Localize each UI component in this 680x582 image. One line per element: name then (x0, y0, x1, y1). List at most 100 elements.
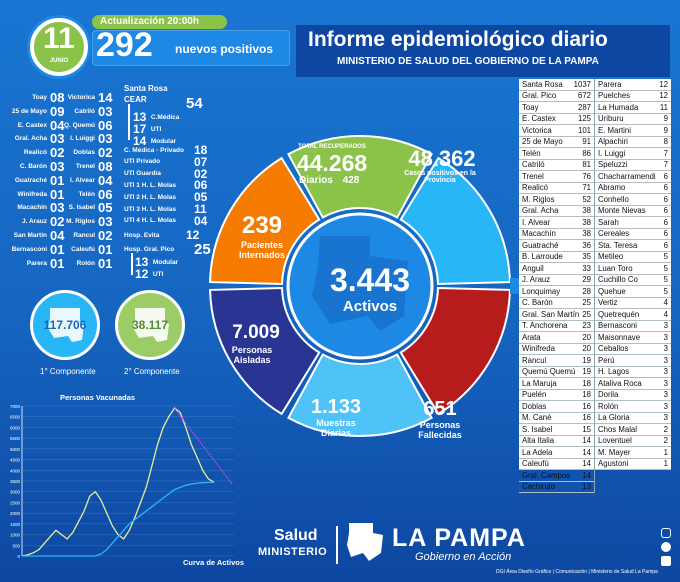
table-cell-locality: E. Castex (522, 114, 556, 124)
component-2-value: 38.117 (131, 318, 169, 332)
locality-mid-name: M. Riglos (66, 218, 95, 226)
locality-mid-name: I. Alvear (69, 176, 95, 184)
table-row: J. Arauz 29 (519, 275, 594, 286)
table-row: Conhello 6 (595, 194, 671, 206)
santa-rosa-item-value: 04 (194, 213, 208, 228)
component-1-value: 117.706 (43, 318, 87, 332)
table-row: Cachirulo 13 (519, 482, 594, 493)
locality-left-value: 09 (50, 103, 65, 119)
recovered-value: 44.268 (296, 150, 368, 176)
table-cell-locality: Telén (522, 148, 541, 158)
table-cell-count: 3 (663, 332, 668, 342)
twitter-icon[interactable] (661, 542, 671, 552)
table-cell-count: 14 (582, 447, 591, 457)
donut-chart (209, 135, 520, 437)
locality-left-row: Winifreda 01 (2, 188, 64, 201)
table-cell-count: 6 (663, 229, 668, 239)
table-cell-count: 101 (577, 125, 591, 135)
active-value: 3.443 (329, 262, 411, 298)
table-cell-locality: Rolón (598, 401, 619, 411)
page-title: Informe epidemiológico diario (308, 28, 608, 51)
table-row: Bernasconi 3 (595, 321, 671, 332)
table-cell-count: 52 (582, 194, 591, 204)
table-row: Ceballos 3 (595, 344, 671, 355)
table-cell-locality: La Adela (522, 447, 553, 457)
table-cell-count: 3 (663, 355, 668, 365)
modular-row: 14 Modular (133, 132, 176, 150)
santa-rosa-item-label: UTI 3 H. L. Molas (124, 205, 177, 213)
santa-rosa-item-value: 05 (194, 190, 208, 205)
chart-ytick-label: 500 (12, 543, 20, 548)
cmedica-label: C.Médica (150, 113, 180, 121)
chart-ytick-label: 5500 (10, 436, 21, 441)
header-date-badge (30, 18, 88, 76)
footer-salud: Salud (274, 527, 318, 544)
locality-left-value: 01 (50, 241, 65, 257)
table-cell-locality: Arata (522, 332, 541, 342)
table-row: Gral. Pico 672 (519, 91, 594, 102)
component-2-map-icon (133, 308, 169, 342)
evita-value: 12 (186, 228, 200, 242)
table-row: Winifreda 20 (519, 344, 594, 355)
table-cell-locality: Quehue (598, 286, 626, 296)
table-row: C. Barón 25 (519, 298, 594, 309)
locality-left-row: Bernasconi 01 (2, 241, 65, 257)
chart-ytick-label: 4500 (10, 458, 21, 463)
table-cell-count: 14 (582, 436, 591, 446)
locality-left-row: Realicó 02 (2, 146, 65, 159)
locality-mid-value: 01 (98, 255, 113, 271)
table-column-right: Parera 12 Puelches 12 La Humada 11 Uriburu 9 E. … (595, 79, 671, 470)
locality-mid-value: 04 (98, 172, 113, 188)
table-cell-locality: M. Cané (522, 413, 552, 423)
table-row: Rancul 19 (519, 355, 594, 367)
province-value: 48.362 (408, 146, 476, 171)
instagram-icon[interactable] (661, 528, 671, 538)
locality-mid-row: Telén 06 (52, 188, 113, 201)
table-cell-locality: T. Anchorena (522, 321, 568, 331)
component-1-map-icon (48, 308, 84, 342)
table-cell-count: 3 (663, 321, 668, 331)
santa-rosa-item: UTI 4 H. L. Molas 04 (124, 215, 207, 227)
recovered-daily-value: 428 (342, 175, 360, 186)
header-positives-label: nuevos positivos (175, 42, 274, 56)
table-row: I. Alvear 38 (519, 217, 594, 229)
header-day: 11 (43, 22, 75, 55)
table-cell-locality: Toay (522, 102, 539, 112)
evita-row: Hosp. Evita 12 (124, 229, 199, 241)
table-cell-locality: 25 de Mayo (522, 137, 563, 147)
locality-left-row: Toay 08 (2, 91, 64, 104)
santa-rosa-item-value: 11 (194, 202, 207, 216)
table-row: Arata 20 (519, 332, 594, 344)
table-cell-locality: Gral. San Martín (522, 309, 580, 319)
locality-mid-value: 14 (98, 90, 113, 105)
table-cell-count: 2 (663, 424, 668, 434)
table-cell-count: 33 (582, 263, 591, 273)
footer-ministerio: MINISTERIO (258, 546, 328, 558)
uti1-value: 17 (133, 122, 147, 136)
table-cell-locality: Doblas (522, 401, 547, 411)
cear-value: 54 (186, 95, 203, 112)
santa-rosa-item-label: UTI Guardia (124, 170, 161, 178)
table-row: Gral. Campos 14 (519, 470, 594, 482)
santa-rosa-item-value: 06 (194, 178, 208, 193)
table-row: Vertiz 4 (595, 298, 671, 309)
table-cell-locality: Luan Toro (598, 263, 633, 273)
gpico-modular-value: 13 (135, 255, 149, 269)
table-cell-count: 4 (663, 298, 668, 308)
facebook-icon[interactable] (661, 556, 671, 566)
uti1-row: 17 UTI (133, 120, 161, 138)
table-cell-locality: Dorila (598, 390, 619, 400)
table-cell-locality: Puelches (598, 91, 631, 101)
table-cell-locality: Guatraché (522, 240, 559, 250)
gpico-value: 25 (194, 241, 211, 258)
hosp-segment (209, 156, 321, 285)
locality-left-name: Bernasconi (11, 245, 47, 253)
samples-value: 1.133 (310, 396, 362, 418)
deaths-value: 651 (423, 398, 457, 420)
header-update-bar (92, 15, 227, 29)
locality-left-value: 03 (50, 159, 65, 174)
table-cell-count: 8 (663, 137, 668, 147)
table-cell-count: 14 (582, 459, 591, 469)
locality-mid-row: Rolón 01 (52, 255, 113, 271)
santa-rosa-item-label: UTI Privado (124, 158, 161, 166)
